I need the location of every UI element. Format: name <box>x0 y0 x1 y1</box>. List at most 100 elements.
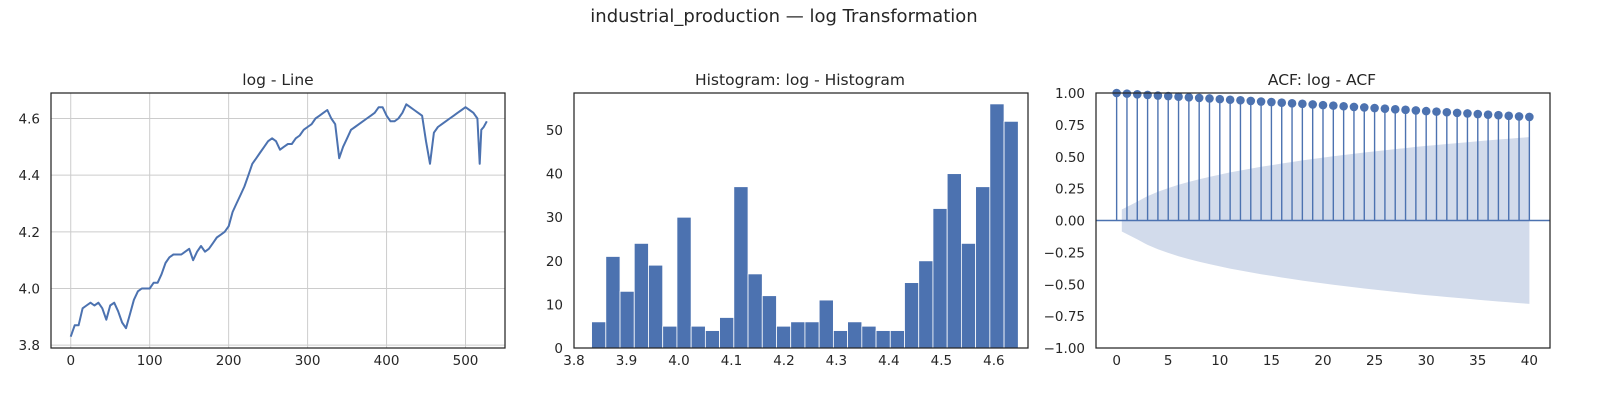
x-tick-label: 200 <box>216 353 242 369</box>
y-tick-label: 0.25 <box>1055 182 1085 198</box>
x-tick-label: 400 <box>374 353 400 369</box>
acf-point <box>1370 103 1379 113</box>
x-tick-label: 15 <box>1263 353 1280 369</box>
x-tick-label: 4.6 <box>983 353 1004 369</box>
acf-point <box>1287 99 1297 108</box>
acf-point <box>1349 102 1359 112</box>
x-tick-label: 3.8 <box>563 353 584 369</box>
histogram-bar <box>847 321 863 349</box>
y-tick-label: 20 <box>546 254 563 270</box>
histogram-bar <box>733 186 749 349</box>
histogram-title: Histogram: log - Histogram <box>695 71 905 89</box>
histogram-bar <box>633 242 649 349</box>
acf-point <box>1442 107 1452 117</box>
acf-point <box>1308 100 1317 109</box>
x-tick-label: 20 <box>1314 353 1331 369</box>
acf-point <box>1329 101 1338 110</box>
acf-frame <box>1095 92 1551 349</box>
x-tick-label: 30 <box>1418 353 1435 369</box>
acf-point <box>1132 89 1142 99</box>
acf-point <box>1421 106 1431 116</box>
histogram-bar <box>1003 120 1019 349</box>
histogram-bar <box>648 264 664 349</box>
histogram-bar <box>932 208 948 349</box>
histogram-bar <box>832 330 849 349</box>
histogram-bar <box>690 325 706 349</box>
acf-point <box>1163 91 1173 101</box>
y-tick-label: 0 <box>554 341 563 357</box>
acf-point <box>1494 110 1503 120</box>
x-tick-label: 500 <box>453 353 479 369</box>
x-tick-label: 40 <box>1521 353 1538 369</box>
y-tick-label: 1.00 <box>1055 86 1085 102</box>
histogram-frame <box>573 92 1029 349</box>
figure-suptitle: industrial_production — log Transformati… <box>590 6 977 27</box>
x-tick-label: 4.1 <box>721 353 742 369</box>
y-tick-label: 4.4 <box>19 168 40 184</box>
histogram-bar <box>747 273 763 349</box>
acf-point <box>1359 103 1369 112</box>
acf-point <box>1298 99 1307 109</box>
acf-point <box>1318 100 1328 110</box>
histogram-bar <box>989 103 1005 349</box>
log-series-line <box>69 103 488 338</box>
histogram-bar <box>704 330 720 349</box>
acf-point <box>1184 93 1194 102</box>
acf-point <box>1339 101 1348 111</box>
acf-point <box>1143 90 1152 100</box>
histogram-bar <box>591 321 607 349</box>
histogram-bar <box>676 216 692 349</box>
y-tick-label: 0.00 <box>1055 214 1085 230</box>
acf-point <box>1174 92 1183 101</box>
acf-point <box>1215 94 1225 104</box>
x-tick-label: 100 <box>137 353 163 369</box>
x-tick-label: 300 <box>295 353 321 369</box>
acf-point <box>1267 97 1276 107</box>
y-tick-label: 10 <box>546 297 563 313</box>
histogram-bar <box>875 330 891 349</box>
line-plot-title: log - Line <box>242 71 313 89</box>
acf-point <box>1452 108 1462 118</box>
acf-point <box>1432 107 1441 116</box>
acf-point <box>1246 96 1256 106</box>
y-tick-label: −1.00 <box>1044 341 1085 357</box>
acf-point <box>1205 94 1214 103</box>
x-tick-label: 35 <box>1469 353 1486 369</box>
x-tick-label: 0 <box>1112 353 1121 369</box>
histogram-bar <box>975 186 991 349</box>
line-plot-panel: log - Line 0 100 200 300 400 500 3.8 4.0 4.2 4.4 4… <box>19 71 506 369</box>
acf-point <box>1483 110 1493 119</box>
histogram-bar <box>889 330 905 349</box>
x-tick-label: 3.9 <box>616 353 637 369</box>
acf-point <box>1277 98 1287 107</box>
y-tick-label: 4.2 <box>19 225 40 241</box>
histogram-bar <box>804 321 820 349</box>
acf-point <box>1401 105 1410 115</box>
x-tick-label: 4.4 <box>878 353 899 369</box>
acf-point <box>1122 89 1132 98</box>
x-tick-label: 4.0 <box>668 353 689 369</box>
y-tick-label: 4.6 <box>19 112 40 128</box>
histogram-bar <box>619 290 635 349</box>
acf-point <box>1504 111 1514 121</box>
acf-point <box>1514 112 1524 121</box>
acf-point <box>1194 93 1204 103</box>
acf-point <box>1225 95 1235 105</box>
acf-panel: ACF: log - ACF 0 5 10 15 20 25 30 35 40 −1.00 −0.7… <box>1044 71 1551 369</box>
histogram-bar <box>605 256 621 349</box>
histogram-bar <box>946 173 962 349</box>
x-tick-label: 4.2 <box>773 353 794 369</box>
y-tick-label: −0.75 <box>1044 309 1085 325</box>
x-tick-label: 4.3 <box>826 353 847 369</box>
y-tick-label: 0.50 <box>1055 150 1085 166</box>
y-tick-label: 4.0 <box>19 282 40 298</box>
y-tick-label: 50 <box>546 123 563 139</box>
histogram-bar <box>818 299 834 349</box>
histogram-bar <box>662 325 678 349</box>
histogram-bar <box>861 325 877 349</box>
y-tick-label: −0.25 <box>1044 245 1085 261</box>
acf-point <box>1390 105 1400 114</box>
x-tick-label: 4.5 <box>931 353 952 369</box>
x-tick-label: 10 <box>1211 353 1228 369</box>
